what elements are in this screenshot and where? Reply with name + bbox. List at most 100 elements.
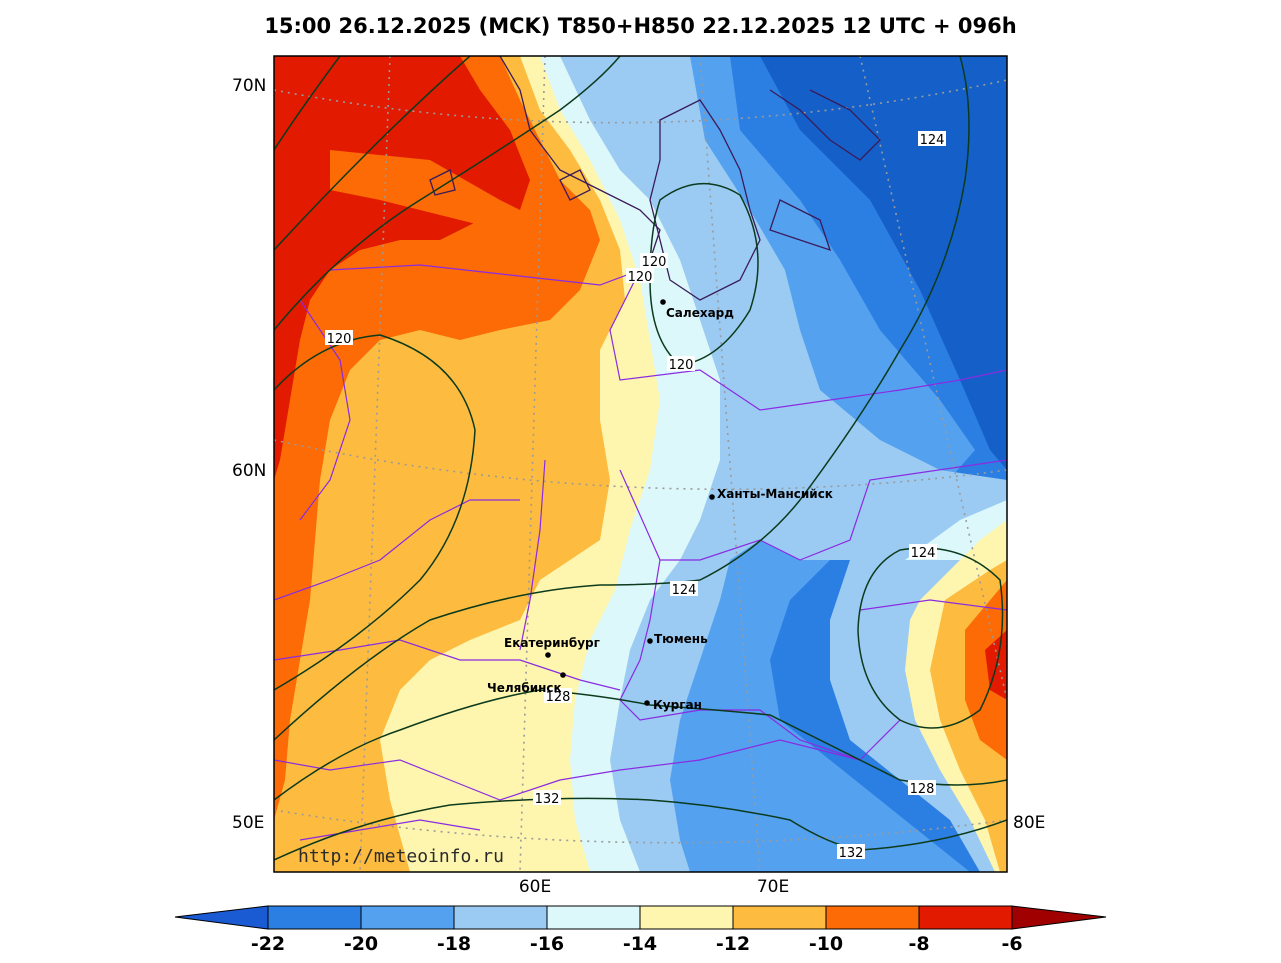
iso-label-bg — [325, 330, 353, 345]
colorbar-bin-12-10 — [732, 905, 827, 930]
isohypse-labels: 120 120 120 120 124 124 124 128 128 132 … — [325, 131, 946, 861]
lat-label-60n: 60N — [232, 461, 266, 481]
coastline — [429, 56, 881, 301]
isohypse-132 — [274, 797, 1007, 861]
isohypse-north-1 — [274, 56, 621, 331]
border-tyumen-south — [619, 559, 901, 761]
cities: Салехард Ханты-Мансийск Екатеринбург Тюм… — [487, 299, 833, 712]
coast-yamal — [649, 99, 761, 301]
iso-label-bg — [918, 131, 946, 146]
lon-label-60e: 60E — [519, 877, 551, 897]
map-title: 15:00 26.12.2025 (MCK) T850+H850 22.12.2… — [264, 14, 1017, 38]
temp-zone-22-ne — [810, 56, 1007, 300]
city-dot-kurgan — [644, 700, 650, 706]
map-frame — [273, 55, 1008, 873]
border-omsk-east — [859, 599, 1007, 611]
iso-label-bg — [909, 544, 937, 559]
border-yamal-khmao — [609, 269, 1007, 411]
isohypse-128 — [274, 689, 1007, 801]
colorbar-bin-8-6 — [918, 905, 1013, 930]
meridian-80 — [859, 56, 1007, 701]
city-label-khanty-mansiysk: Ханты-Мансийск — [717, 487, 833, 501]
border-bashkortostan — [274, 639, 621, 691]
city-label-chelyabinsk: Челябинск — [487, 681, 562, 695]
iso-label-132-e: 132 — [839, 846, 864, 861]
city-dot-tyumen — [647, 638, 653, 644]
meridian-60 — [519, 56, 546, 872]
lake-north-2 — [559, 169, 591, 201]
border-khmao-south — [619, 459, 1007, 561]
iso-label-bg — [626, 268, 654, 283]
iso-label-124-c: 124 — [672, 583, 697, 598]
colorbar-bin-20-18 — [360, 905, 455, 930]
colorbar-tick: -20 — [344, 933, 378, 955]
border-kazakhstan-w — [299, 819, 481, 841]
iso-label-bg — [544, 688, 572, 703]
border-sverdlovsk-west — [519, 459, 546, 651]
iso-label-bg — [667, 356, 695, 371]
colorbar-bin-18-16 — [453, 905, 548, 930]
colorbar-tick: -8 — [908, 933, 929, 955]
iso-label-128-e: 128 — [910, 782, 935, 797]
colorbar: -22 -20 -18 -16 -14 -12 -10 -8 -6 — [174, 905, 1107, 955]
colorbar-tick: -6 — [1001, 933, 1022, 955]
isohypse-124 — [274, 56, 970, 741]
lon-label-50e: 50E — [232, 813, 264, 833]
border-komi-north — [329, 264, 641, 286]
colorbar-tick: -18 — [437, 933, 471, 955]
iso-label-bg — [640, 253, 668, 268]
city-label-tyumen: Тюмень — [654, 632, 708, 646]
iso-label-128-w: 128 — [546, 690, 571, 705]
colorbar-low-arrow — [174, 905, 269, 930]
city-label-kurgan: Курган — [653, 698, 702, 712]
parallel-50 — [274, 809, 1007, 844]
iso-label-124-e: 124 — [911, 546, 936, 561]
iso-label-132-w: 132 — [535, 792, 560, 807]
coast-west — [499, 56, 661, 281]
coast-gulf — [769, 199, 832, 252]
parallel-70 — [274, 79, 1007, 124]
iso-label-bg — [670, 581, 698, 596]
iso-label-120-b: 120 — [628, 270, 653, 285]
temp-zone-8 — [274, 56, 1007, 820]
lon-label-70e: 70E — [757, 877, 789, 897]
lake-north — [429, 169, 456, 196]
colorbar-bin-14-12 — [639, 905, 734, 930]
border-perm-south — [274, 499, 520, 601]
colorbar-tick: -16 — [530, 933, 564, 955]
city-dot-khanty-mansiysk — [709, 494, 715, 500]
isohypse-124-east — [857, 547, 1004, 729]
colorbar-high-arrow — [1011, 905, 1107, 930]
colorbar-tick: -14 — [623, 933, 657, 955]
isohypse-north-3 — [274, 56, 341, 151]
iso-label-bg — [533, 790, 561, 805]
iso-label-bg — [908, 780, 936, 795]
lat-label-70n: 70N — [232, 76, 266, 96]
city-label-salekhard: Салехард — [666, 306, 734, 320]
iso-label-120-w: 120 — [327, 332, 352, 347]
city-dot-yekaterinburg — [545, 652, 551, 658]
admin-borders — [274, 264, 1007, 841]
colorbar-bin-10-8 — [825, 905, 920, 930]
graticule — [274, 56, 1007, 872]
city-dot-salekhard — [660, 299, 666, 305]
city-label-yekaterinburg: Екатеринбург — [504, 636, 600, 650]
colorbar-tick: -10 — [809, 933, 843, 955]
isohypse-north-2 — [274, 56, 471, 251]
iso-label-124-n: 124 — [920, 133, 945, 148]
colorbar-bin-22-20 — [267, 905, 362, 930]
parallel-60 — [274, 439, 1007, 491]
colorbar-tick: -22 — [251, 933, 285, 955]
colorbar-bin-16-14 — [546, 905, 641, 930]
city-dot-chelyabinsk — [560, 672, 566, 678]
watermark-url: http://meteoinfo.ru — [298, 846, 504, 867]
lon-label-80e: 80E — [1013, 813, 1045, 833]
colorbar-tick: -12 — [716, 933, 750, 955]
iso-label-bg — [837, 844, 865, 859]
coast-gydan — [769, 89, 881, 161]
border-kazakhstan — [559, 739, 861, 781]
iso-label-120-a: 120 — [642, 255, 667, 270]
temperature-field — [274, 56, 1007, 872]
iso-label-120-c: 120 — [669, 358, 694, 373]
